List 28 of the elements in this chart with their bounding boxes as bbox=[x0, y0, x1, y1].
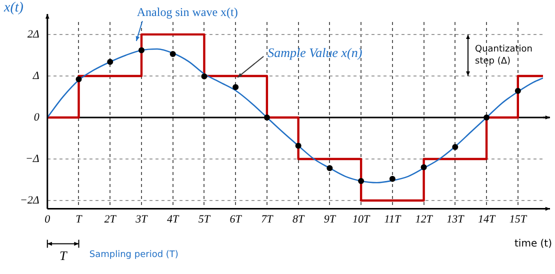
y-tick-label: 0 bbox=[34, 111, 40, 124]
x-tick-label: 2T bbox=[104, 213, 117, 226]
x-tick-label: 0 bbox=[44, 213, 51, 226]
annotation: Quantization step (Δ) bbox=[475, 44, 533, 67]
x-tick-label: T bbox=[76, 213, 83, 226]
y-tick-label: 2Δ bbox=[27, 28, 40, 40]
x-tick-label: 10T bbox=[352, 213, 370, 226]
x-tick-label: 5T bbox=[198, 213, 211, 226]
x-tick-label: 8T bbox=[292, 213, 306, 226]
x-tick-label: 4T bbox=[167, 213, 180, 226]
annotation: Sample Value x(n) bbox=[268, 44, 362, 60]
x-tick-label: 3T bbox=[134, 213, 148, 226]
x-tick-label: 7T bbox=[261, 213, 274, 226]
x-tick-label: 14T bbox=[478, 213, 496, 226]
text: T bbox=[59, 248, 68, 264]
x-axis-title: time (t) bbox=[514, 238, 552, 250]
y-tick-label: Δ bbox=[32, 70, 40, 82]
y-tick-label: −Δ bbox=[25, 152, 40, 165]
x-tick-label: 12T bbox=[415, 213, 434, 226]
text: Sampling period (T) bbox=[89, 250, 178, 260]
x-tick-label: 13T bbox=[446, 213, 465, 226]
text: Analog sin wave x(t) bbox=[136, 5, 238, 20]
x-tick-label: 9T bbox=[324, 213, 336, 226]
y-axis-title: x(t) bbox=[3, 0, 24, 16]
y-tick-label: −2Δ bbox=[20, 194, 40, 206]
x-tick-label: 6T bbox=[230, 213, 242, 226]
x-tick-label: 15T bbox=[509, 213, 528, 226]
x-tick-label: 11T bbox=[384, 213, 402, 226]
